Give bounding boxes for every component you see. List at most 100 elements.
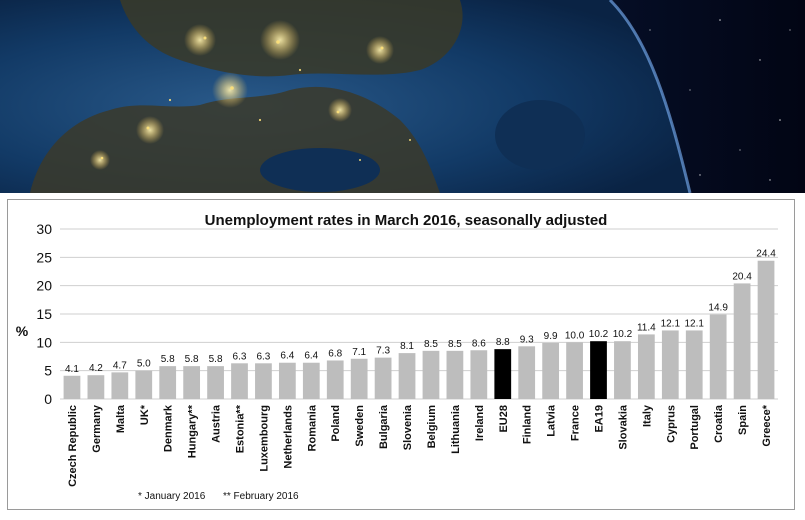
- bar: [231, 363, 248, 399]
- value-label: 6.3: [233, 351, 247, 362]
- x-tick-label: EA19: [594, 405, 606, 433]
- value-label: 8.8: [496, 337, 510, 348]
- gridlines: [60, 228, 778, 400]
- x-tick-label: Sweden: [354, 405, 366, 447]
- bar: [207, 366, 224, 399]
- x-tick-label: UK*: [139, 404, 151, 425]
- chart-panel: Unemployment rates in March 2016, season…: [7, 199, 795, 510]
- value-labels: 4.1 4.2 4.7 5.0 5.8 5.8 5.8 6.3 6.3 6.4 6.4 6.8 7.1 7…: [65, 249, 776, 375]
- x-tick-label: Poland: [330, 405, 342, 442]
- x-tick-label: EU28: [498, 405, 510, 433]
- value-label: 8.5: [424, 339, 438, 350]
- bar: [661, 330, 679, 399]
- bar: [159, 366, 177, 399]
- bar: [637, 334, 655, 399]
- value-label: 4.2: [89, 363, 103, 374]
- bar: [518, 346, 536, 399]
- value-label: 7.3: [376, 346, 390, 357]
- value-label: 6.8: [328, 348, 342, 359]
- value-label: 5.0: [137, 359, 151, 370]
- y-tick-label: 15: [36, 306, 52, 322]
- bar: [566, 342, 583, 399]
- bar: [87, 375, 105, 399]
- x-tick-label: Portugal: [689, 405, 701, 450]
- bar: [111, 372, 129, 399]
- x-tick-label: Slovenia: [402, 404, 414, 450]
- value-label: 8.1: [400, 341, 414, 352]
- value-label: 14.9: [708, 303, 728, 314]
- x-tick-label: Romania: [306, 404, 318, 451]
- x-tick-label: Germany: [91, 404, 103, 453]
- x-tick-label: Ireland: [474, 405, 486, 441]
- value-label: 12.1: [684, 318, 704, 329]
- unemployment-bar-chart: Unemployment rates in March 2016, season…: [16, 212, 778, 502]
- x-tick-label: Italy: [641, 404, 653, 427]
- x-tick-label: Greece*: [761, 404, 773, 446]
- bar: [709, 314, 727, 399]
- bar: [494, 349, 512, 399]
- bar: [470, 350, 488, 399]
- bar: [350, 358, 368, 399]
- bar: [685, 330, 703, 399]
- value-label: 12.1: [661, 318, 681, 329]
- y-tick-label: 5: [44, 363, 52, 379]
- value-label: 10.0: [565, 330, 585, 341]
- x-tick-label: Cyprus: [665, 405, 677, 443]
- value-label: 9.9: [544, 331, 558, 342]
- value-label: 5.8: [209, 354, 223, 365]
- y-axis-label: %: [16, 323, 29, 339]
- value-label: 4.1: [65, 364, 79, 375]
- y-tick-label: 0: [44, 391, 52, 407]
- bar: [183, 366, 201, 399]
- bars: [63, 260, 775, 399]
- value-label: 20.4: [732, 271, 752, 282]
- x-tick-label: Malta: [115, 404, 127, 433]
- bar: [278, 362, 296, 399]
- bar: [614, 341, 631, 399]
- x-tick-label: Austria: [211, 404, 223, 443]
- value-label: 7.1: [352, 347, 366, 358]
- value-label: 10.2: [613, 329, 633, 340]
- bar: [733, 283, 751, 399]
- x-tick-label: Netherlands: [282, 405, 294, 469]
- footnote-february: ** February 2016: [223, 491, 299, 502]
- value-label: 5.8: [185, 354, 199, 365]
- bar: [398, 353, 416, 399]
- value-label: 24.4: [756, 249, 776, 260]
- x-tick-label: Czech Republic: [67, 405, 79, 487]
- value-label: 5.8: [161, 354, 175, 365]
- x-tick-label: Lithuania: [450, 404, 462, 454]
- value-label: 6.4: [280, 351, 294, 362]
- y-tick-label: 30: [36, 221, 52, 237]
- x-tick-label: Denmark: [163, 404, 175, 452]
- x-tick-label: Croatia: [713, 404, 725, 443]
- x-tick-label: Spain: [737, 405, 749, 435]
- bar: [757, 260, 775, 399]
- x-axis-labels: Czech Republic Germany Malta UK* Denmark Hung…: [67, 404, 773, 487]
- chart-title: Unemployment rates in March 2016, season…: [205, 212, 608, 229]
- value-label: 6.4: [304, 351, 318, 362]
- x-tick-label: Belgium: [426, 405, 438, 449]
- x-tick-label: Estonia**: [235, 404, 247, 453]
- x-tick-label: Latvia: [546, 404, 558, 437]
- footnote-january: * January 2016: [138, 491, 206, 502]
- bar: [255, 363, 272, 399]
- value-label: 4.7: [113, 360, 127, 371]
- bar: [326, 360, 344, 399]
- x-tick-label: Luxembourg: [258, 405, 270, 472]
- value-label: 10.2: [589, 329, 609, 340]
- y-tick-label: 20: [36, 278, 52, 294]
- value-label: 6.3: [256, 351, 270, 362]
- value-label: 9.3: [520, 334, 534, 345]
- bar: [422, 350, 440, 399]
- x-tick-label: France: [570, 405, 582, 441]
- x-tick-label: Slovakia: [617, 404, 629, 450]
- bar: [63, 375, 81, 399]
- bar: [374, 357, 392, 399]
- y-axis-ticks: 0 5 10 15 20 25 30: [36, 221, 52, 407]
- bar: [542, 342, 560, 399]
- value-label: 8.6: [472, 338, 486, 349]
- value-label: 8.5: [448, 339, 462, 350]
- europe-night-satellite-banner: [0, 0, 805, 193]
- y-tick-label: 25: [36, 249, 52, 265]
